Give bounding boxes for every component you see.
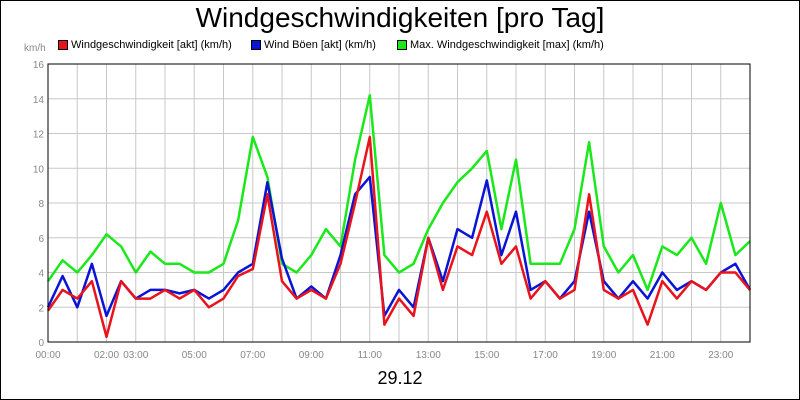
x-tick-label: 02:00 bbox=[94, 350, 119, 361]
legend-label-max: Max. Windgeschwindigkeit [max] (km/h) bbox=[410, 39, 604, 51]
x-tick-label: 11:00 bbox=[358, 350, 383, 361]
x-tick-label: 19:00 bbox=[591, 350, 616, 361]
y-tick-label: 10 bbox=[33, 164, 45, 175]
legend-item-akt: Windgeschwindigkeit [akt] (km/h) bbox=[58, 39, 232, 51]
y-tick-label: 12 bbox=[33, 130, 45, 141]
x-tick-label: 17:00 bbox=[533, 350, 558, 361]
legend-swatch-max bbox=[397, 40, 407, 50]
y-tick-label: 14 bbox=[33, 95, 45, 106]
x-tick-label: 13:00 bbox=[416, 350, 441, 361]
legend-swatch-akt bbox=[58, 40, 68, 50]
y-tick-label: 8 bbox=[38, 199, 44, 210]
x-tick-label: 00:00 bbox=[35, 350, 60, 361]
x-tick-label: 15:00 bbox=[474, 350, 499, 361]
legend-item-max: Max. Windgeschwindigkeit [max] (km/h) bbox=[397, 39, 604, 51]
x-tick-label: 07:00 bbox=[240, 350, 265, 361]
x-axis-date-label: 29.12 bbox=[377, 368, 423, 388]
legend-label-boeen: Wind Böen [akt] (km/h) bbox=[264, 39, 376, 51]
x-tick-label: 09:00 bbox=[299, 350, 324, 361]
y-tick-label: 16 bbox=[33, 60, 45, 71]
x-tick-label: 21:00 bbox=[650, 350, 675, 361]
legend-swatch-boeen bbox=[251, 40, 261, 50]
y-axis-unit-label: km/h bbox=[24, 43, 46, 54]
series-line-0 bbox=[46, 135, 751, 339]
y-tick-label: 0 bbox=[38, 338, 44, 349]
x-tick-label: 05:00 bbox=[182, 350, 207, 361]
legend-item-boeen: Wind Böen [akt] (km/h) bbox=[251, 39, 376, 51]
y-tick-label: 4 bbox=[38, 269, 44, 280]
plot-area-border bbox=[47, 63, 751, 343]
chart-title: Windgeschwindigkeiten [pro Tag] bbox=[195, 2, 605, 33]
legend: Windgeschwindigkeit [akt] (km/h) Wind Bö… bbox=[0, 39, 800, 53]
y-tick-label: 2 bbox=[38, 303, 44, 314]
x-tick-label: 23:00 bbox=[708, 350, 733, 361]
series-line-2 bbox=[46, 94, 751, 292]
legend-label-akt: Windgeschwindigkeit [akt] (km/h) bbox=[71, 39, 232, 51]
x-tick-label: 03:00 bbox=[123, 350, 148, 361]
y-tick-label: 6 bbox=[38, 234, 44, 245]
